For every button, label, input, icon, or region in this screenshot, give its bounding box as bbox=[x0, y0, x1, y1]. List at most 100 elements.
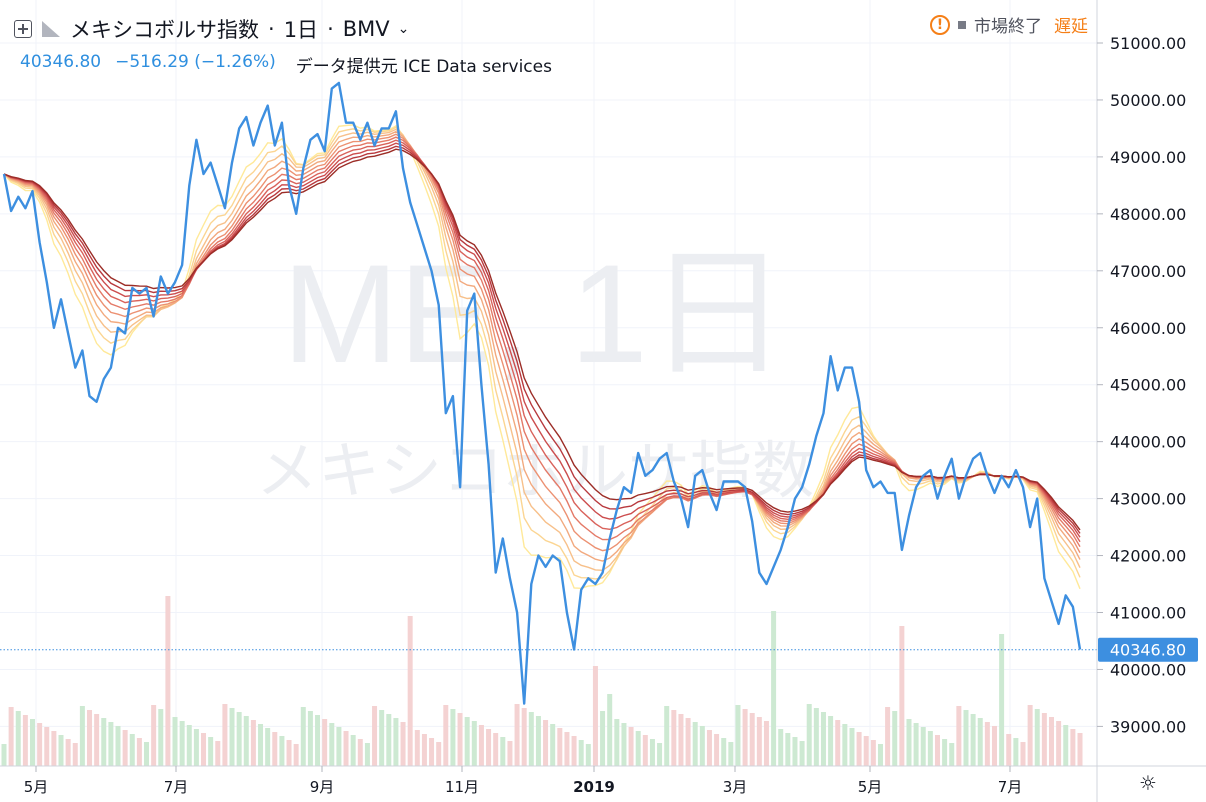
volume-bar bbox=[144, 742, 150, 766]
volume-bar bbox=[906, 719, 912, 766]
volume-bar bbox=[899, 626, 905, 766]
volume-bar bbox=[564, 732, 570, 766]
volume-bar bbox=[592, 666, 598, 766]
volume-bar bbox=[550, 724, 556, 766]
volume-bar bbox=[621, 723, 627, 766]
volume-bar bbox=[678, 714, 684, 766]
volume-bar bbox=[243, 716, 249, 766]
expand-icon[interactable] bbox=[14, 20, 32, 38]
volume-bar bbox=[65, 739, 71, 766]
volume-bar bbox=[379, 710, 385, 766]
volume-bar bbox=[151, 705, 157, 766]
volume-bar bbox=[521, 708, 527, 766]
volume-bar bbox=[856, 732, 862, 766]
volume-bar bbox=[799, 741, 805, 766]
volume-bar bbox=[1063, 725, 1069, 766]
volume-bar bbox=[115, 726, 121, 766]
volume-bar bbox=[820, 712, 826, 766]
time-tick-label: 2019 bbox=[573, 778, 615, 796]
ma-line bbox=[3, 148, 1081, 531]
exchange-label[interactable]: BMV bbox=[342, 17, 390, 41]
volume-bar bbox=[600, 711, 606, 766]
watermark-main: ME, 1日 bbox=[282, 235, 788, 392]
volume-bar bbox=[628, 727, 634, 766]
volume-bar bbox=[222, 704, 228, 766]
volume-bars bbox=[1, 596, 1083, 766]
volume-bar bbox=[1006, 734, 1012, 766]
volume-bar bbox=[721, 738, 727, 766]
volume-bar bbox=[949, 743, 955, 766]
volume-bar bbox=[44, 727, 50, 766]
volume-bar bbox=[1020, 742, 1026, 766]
volume-bar bbox=[250, 720, 256, 766]
volume-bar bbox=[984, 722, 990, 766]
volume-bar bbox=[478, 725, 484, 766]
volume-bar bbox=[614, 719, 620, 766]
volume-bar bbox=[307, 711, 313, 766]
volume-bar bbox=[179, 721, 185, 766]
volume-bar bbox=[286, 740, 292, 766]
last-price: 40346.80 bbox=[20, 52, 102, 72]
volume-bar bbox=[186, 725, 192, 766]
symbol-title[interactable]: メキシコボルサ指数 bbox=[70, 18, 259, 42]
price-tick-label: 41000.00 bbox=[1110, 604, 1186, 623]
volume-bar bbox=[429, 738, 435, 766]
volume-bar bbox=[585, 744, 591, 766]
volume-bar bbox=[642, 735, 648, 766]
price-tick-label: 44000.00 bbox=[1110, 433, 1186, 452]
chevron-down-icon[interactable]: ⌄ bbox=[397, 21, 410, 37]
interval-label[interactable]: 1日 bbox=[283, 18, 319, 42]
volume-bar bbox=[79, 706, 85, 766]
volume-bar bbox=[500, 737, 506, 766]
volume-bar bbox=[828, 716, 834, 766]
market-closed-icon bbox=[958, 20, 966, 29]
volume-bar bbox=[357, 739, 363, 766]
volume-bar bbox=[813, 708, 819, 766]
volume-bar bbox=[991, 726, 997, 766]
volume-bar bbox=[927, 731, 933, 766]
volume-bar bbox=[742, 709, 748, 766]
volume-bar bbox=[386, 714, 392, 766]
volume-bar bbox=[322, 719, 328, 766]
volume-bar bbox=[122, 730, 128, 766]
data-source: データ提供元 ICE Data services bbox=[295, 57, 552, 77]
market-status[interactable]: ! 市場終了 遅延 bbox=[930, 12, 1088, 37]
volume-bar bbox=[870, 740, 876, 766]
volume-bar bbox=[963, 710, 969, 766]
warning-icon[interactable]: ! bbox=[930, 14, 950, 35]
settings-gear-icon[interactable]: ☼ bbox=[1139, 771, 1157, 795]
header-separator: · bbox=[268, 17, 275, 41]
delayed-label[interactable]: 遅延 bbox=[1054, 17, 1088, 37]
volume-bar bbox=[977, 718, 983, 766]
volume-bar bbox=[607, 694, 613, 766]
volume-bar bbox=[193, 729, 199, 766]
volume-bar bbox=[300, 707, 306, 766]
quote-line: 40346.80 −516.29 (−1.26%) データ提供元 ICE Dat… bbox=[20, 52, 552, 77]
volume-bar bbox=[557, 728, 563, 766]
time-tick-label: 11月 bbox=[445, 778, 479, 796]
price-axis[interactable]: 51000.00 50000.00 49000.00 48000.00 47000.00… bbox=[1097, 34, 1186, 736]
symbol-header[interactable]: メキシコボルサ指数 · 1日 · BMV ⌄ bbox=[14, 14, 409, 44]
volume-bar bbox=[649, 739, 655, 766]
volume-bar bbox=[407, 616, 413, 766]
volume-bar bbox=[136, 738, 142, 766]
price-tick-label: 51000.00 bbox=[1110, 34, 1186, 53]
volume-bar bbox=[315, 715, 321, 766]
volume-bar bbox=[543, 720, 549, 766]
volume-bar bbox=[350, 735, 356, 766]
price-tick-label: 39000.00 bbox=[1110, 717, 1186, 736]
volume-bar bbox=[885, 707, 891, 766]
volume-bar bbox=[771, 611, 777, 766]
volume-bar bbox=[664, 706, 670, 766]
volume-bar bbox=[1070, 729, 1076, 766]
volume-bar bbox=[892, 711, 898, 766]
time-axis[interactable]: 5月 7月 9月 11月 2019 3月 5月 7月 bbox=[24, 766, 1023, 796]
volume-bar bbox=[486, 729, 492, 766]
volume-bar bbox=[236, 712, 242, 766]
volume-bar bbox=[792, 737, 798, 766]
volume-bar bbox=[999, 634, 1005, 766]
volume-bar bbox=[806, 704, 812, 766]
volume-bar bbox=[129, 734, 135, 766]
price-tick-label: 47000.00 bbox=[1110, 262, 1186, 281]
